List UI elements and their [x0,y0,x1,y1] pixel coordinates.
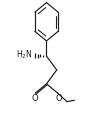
Text: H$_2$N: H$_2$N [16,49,32,61]
Text: O: O [55,94,62,103]
Text: O: O [31,94,38,103]
